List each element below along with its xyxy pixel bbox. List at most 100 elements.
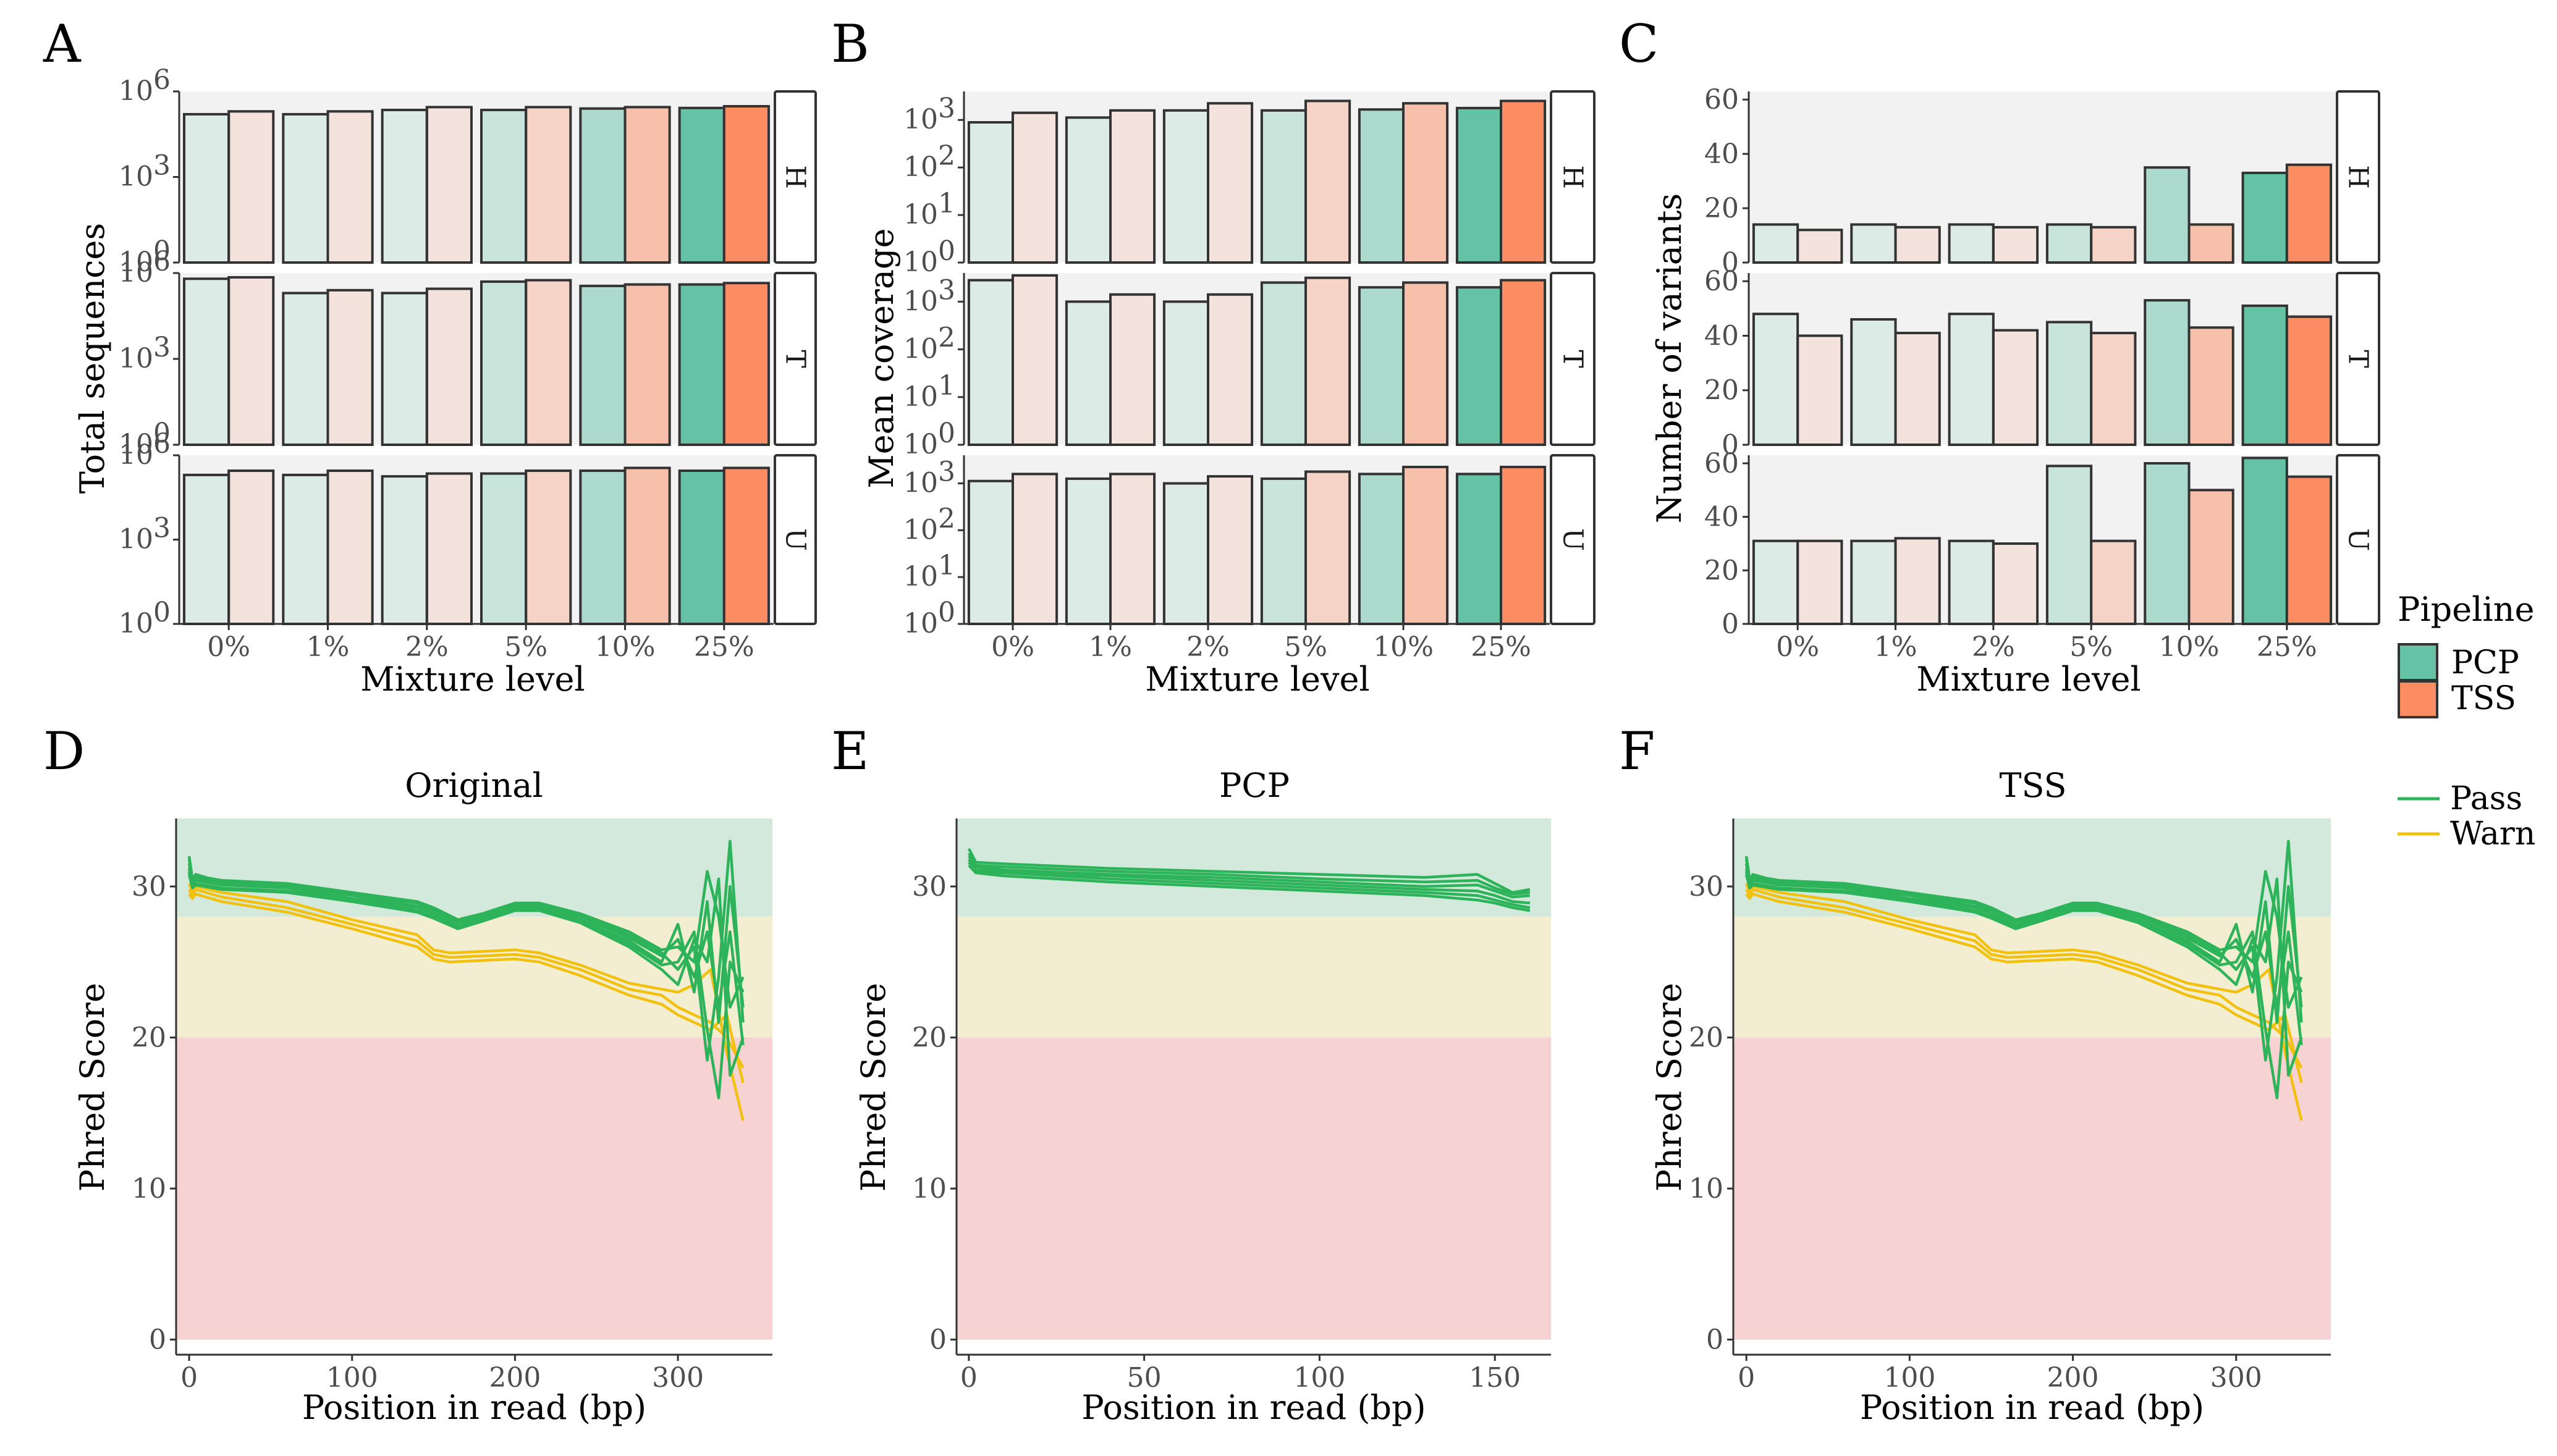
y-tick-label: 0 bbox=[1722, 429, 1739, 461]
y-tick-label: 60 bbox=[1704, 266, 1739, 297]
y-tick-label: 10 bbox=[119, 343, 153, 374]
bar-tss bbox=[2090, 332, 2137, 446]
line-pass bbox=[967, 848, 1531, 894]
y-tick-exponent: 6 bbox=[153, 428, 171, 460]
y-tick-label: 10 bbox=[903, 468, 938, 499]
bar-pcp bbox=[183, 473, 230, 625]
facet-background bbox=[179, 273, 774, 445]
bar-tss bbox=[2090, 225, 2137, 264]
bar-pcp bbox=[1162, 109, 1210, 264]
bar-pcp bbox=[1065, 300, 1112, 447]
x-tick-label: 200 bbox=[489, 1362, 541, 1394]
bar-pcp bbox=[1850, 318, 1897, 446]
bar-pcp bbox=[1850, 539, 1897, 626]
line-warn bbox=[1745, 893, 2303, 1084]
x-tick-label: 50 bbox=[1127, 1362, 1162, 1394]
bar-tss bbox=[425, 106, 473, 264]
y-tick-label: 10 bbox=[119, 161, 153, 193]
y-axis-title: Phred Score bbox=[73, 983, 112, 1192]
bar-pcp bbox=[1850, 223, 1897, 264]
bar-pcp bbox=[967, 279, 1015, 446]
y-tick-label: 10 bbox=[119, 439, 153, 471]
bar-pcp bbox=[1260, 109, 1308, 264]
x-tick-label: 10% bbox=[1373, 631, 1434, 663]
x-tick-label: 2% bbox=[405, 631, 449, 663]
bar-tss bbox=[722, 466, 770, 625]
bar-pcp bbox=[1948, 313, 1995, 447]
zone-fail bbox=[176, 1037, 772, 1340]
facet-strip-label: T bbox=[780, 350, 811, 368]
y-tick-label: 10 bbox=[119, 75, 153, 107]
bar-tss bbox=[1500, 279, 1547, 446]
y-tick-label: 10 bbox=[119, 429, 153, 460]
bar-tss bbox=[2187, 489, 2234, 625]
bar-pcp bbox=[381, 109, 428, 264]
y-tick-label: 60 bbox=[1704, 448, 1739, 479]
facet-background bbox=[1749, 455, 2336, 624]
y-tick-label: 0 bbox=[929, 1324, 947, 1356]
line-pass bbox=[1744, 868, 2303, 1024]
y-tick-label: 0 bbox=[1722, 247, 1739, 279]
y-tick-label: 40 bbox=[1704, 502, 1739, 533]
line-pass bbox=[968, 864, 1531, 912]
y-tick-label: 20 bbox=[1689, 1022, 1723, 1054]
zone-warn bbox=[176, 916, 772, 1038]
facet-background bbox=[179, 91, 774, 263]
bar-pcp bbox=[282, 292, 329, 446]
bar-pcp bbox=[480, 472, 528, 626]
legend-key-pcp bbox=[2398, 643, 2438, 681]
bar-pcp bbox=[2045, 465, 2093, 625]
line-pass bbox=[187, 863, 745, 1046]
line-pass bbox=[187, 873, 745, 1077]
facet-strip-label: U bbox=[2343, 528, 2374, 551]
bar-pcp bbox=[183, 112, 230, 264]
y-tick-label: 40 bbox=[1704, 320, 1739, 351]
y-axis-title: Phred Score bbox=[854, 983, 893, 1192]
facet-strip bbox=[1550, 90, 1595, 264]
bar-tss bbox=[2285, 163, 2333, 264]
bar-tss bbox=[2187, 223, 2234, 264]
bar-tss bbox=[326, 110, 374, 264]
bar-tss bbox=[1109, 473, 1156, 625]
bar-tss bbox=[227, 469, 275, 626]
zone-pass bbox=[176, 818, 772, 917]
y-tick-label: 10 bbox=[903, 199, 938, 230]
plot-title: Original bbox=[405, 766, 543, 805]
line-pass bbox=[187, 868, 745, 1024]
bar-tss bbox=[1207, 102, 1254, 264]
bar-pcp bbox=[1752, 539, 1799, 626]
x-tick-label: 0 bbox=[180, 1362, 198, 1394]
y-tick-label: 10 bbox=[119, 246, 153, 278]
bar-tss bbox=[1894, 537, 1941, 625]
y-tick-label: 10 bbox=[903, 285, 938, 317]
panel-letter: F bbox=[1619, 721, 1655, 781]
y-tick-exponent: 0 bbox=[938, 235, 955, 267]
y-tick-label: 10 bbox=[903, 608, 938, 639]
line-warn bbox=[188, 893, 745, 1084]
zone-warn bbox=[957, 916, 1551, 1038]
bar-tss bbox=[326, 469, 374, 626]
legend-label-warn: Warn bbox=[2450, 815, 2535, 852]
panel-c: C H 0 20 40 60 T 0 20 40 60 U 0 20 40 60 0% 1% 2% 5% 10% 25% M… bbox=[1619, 14, 2380, 699]
bar-pcp bbox=[1455, 286, 1502, 446]
bar-tss bbox=[2285, 475, 2333, 626]
facet-background bbox=[964, 455, 1550, 624]
line-pass bbox=[968, 858, 1531, 905]
y-tick-exponent: 0 bbox=[153, 235, 171, 267]
y-tick-exponent: 1 bbox=[938, 370, 955, 402]
legend-title: Pipeline bbox=[2398, 590, 2534, 629]
x-axis-title: Position in read (bp) bbox=[302, 1388, 646, 1427]
facet-strip-label: T bbox=[1557, 350, 1589, 368]
bar-pcp bbox=[480, 280, 528, 446]
x-tick-label: 0 bbox=[1738, 1362, 1755, 1394]
y-tick-exponent: 2 bbox=[938, 503, 955, 534]
x-tick-label: 25% bbox=[2257, 631, 2317, 663]
bar-tss bbox=[722, 105, 770, 264]
bar-pcp bbox=[381, 475, 428, 625]
x-tick-label: 10% bbox=[595, 631, 656, 663]
legend-label-pass: Pass bbox=[2450, 780, 2522, 817]
bar-pcp bbox=[2144, 166, 2191, 264]
y-tick-exponent: 2 bbox=[938, 140, 955, 172]
